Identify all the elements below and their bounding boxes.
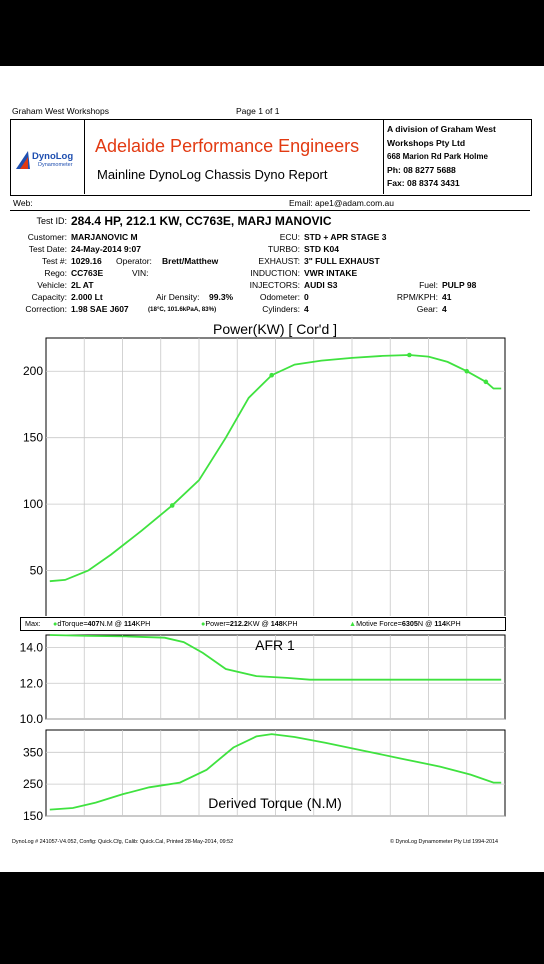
dynolog-logo <box>16 149 80 176</box>
y-tick-label: 350 <box>23 745 43 759</box>
vehicle-label: Vehicle: <box>37 280 67 290</box>
series-point <box>269 372 274 378</box>
exhaust-value: 3" FULL EXHAUST <box>304 256 380 266</box>
y-tick-label: 250 <box>23 777 43 791</box>
report-subtitle: Mainline DynoLog Chassis Dyno Report <box>97 167 328 182</box>
page-number: Page 1 of 1 <box>236 106 280 116</box>
induction-label: INDUCTION: <box>250 268 300 278</box>
series-line <box>49 733 502 811</box>
y-tick-label: 150 <box>23 809 43 823</box>
series-point <box>483 379 489 385</box>
rego-label: Rego: <box>44 268 67 278</box>
y-tick-label: 10.0 <box>20 712 44 726</box>
y-tick-label: 12.0 <box>20 676 44 690</box>
footer-left: DynoLog # 241057-V4.052, Config: Quick.C… <box>12 839 234 845</box>
shop-title: Adelaide Performance Engineers <box>95 136 360 156</box>
max-item-power: ●Power=212.2KW @ 148KPH <box>201 619 298 628</box>
series-line <box>49 634 502 681</box>
correction-value: 1.98 SAE J607 <box>71 304 129 314</box>
y-tick-label: 100 <box>23 497 43 511</box>
series-point <box>464 368 470 374</box>
series-point <box>169 503 175 508</box>
vin-label: VIN: <box>132 268 149 278</box>
injectors-value: AUDI S3 <box>304 280 338 290</box>
logo-text: DynoLog <box>32 151 74 162</box>
rpmkph-value: 41 <box>442 292 452 302</box>
odometer-value: 0 <box>304 292 309 302</box>
vehicle-value: 2L AT <box>71 280 94 290</box>
customer-value: MARJANOVIC M <box>71 232 138 242</box>
capacity-label: Capacity: <box>31 292 67 302</box>
division-block: A division of Graham West Workshops Pty … <box>387 124 496 188</box>
report-sheet: Graham West Workshops Page 1 of 1 DynoLo… <box>0 66 544 872</box>
correction-note: (18°C, 101.6kPaA, 83%) <box>148 306 217 313</box>
power-marker-icon: ● <box>201 619 206 628</box>
rego-value: CC763E <box>71 268 104 278</box>
ecu-label: ECU: <box>279 232 300 242</box>
max-bar: Max: ●dTorque=407N.M @ 114KPH ●Power=212… <box>20 617 506 631</box>
gear-label: Gear: <box>416 304 438 314</box>
ecu-value: STD + APR STAGE 3 <box>304 232 387 242</box>
series-line <box>49 354 502 583</box>
y-tick-label: 14.0 <box>20 641 44 655</box>
max-item-torque: ●dTorque=407N.M @ 114KPH <box>53 619 151 628</box>
y-tick-label: 200 <box>23 364 43 378</box>
dynolog-logo-icon <box>16 151 30 169</box>
email-text: Email: ape1@adam.com.au <box>289 198 395 208</box>
chart-title: Derived Torque (N.M) <box>208 795 342 811</box>
header-box <box>10 119 532 196</box>
customer-label: Customer: <box>27 232 67 242</box>
power-chart: 050100150200Power(KW) [ Cor'd ]552240753… <box>23 321 506 616</box>
logo-subtext: Dynamometer <box>38 162 73 168</box>
company-name: Graham West Workshops <box>12 106 109 116</box>
y-tick-label: 150 <box>23 431 43 445</box>
fuel-label: Fuel: <box>419 280 438 290</box>
turbo-value: STD K04 <box>304 244 339 254</box>
series-point <box>407 352 412 358</box>
torque-marker-icon: ● <box>53 619 58 628</box>
chart-title: Power(KW) [ Cor'd ] <box>213 321 337 337</box>
afr-chart: 10.0 12.0 14.0 AFR 1 <box>20 634 506 726</box>
induction-value: VWR INTAKE <box>304 268 358 278</box>
chart-title: AFR 1 <box>255 637 295 653</box>
correction-label: Correction: <box>25 304 67 314</box>
odometer-label: Odometer: <box>259 292 300 302</box>
testno-label: Test #: <box>41 256 67 266</box>
cylinders-value: 4 <box>304 304 309 314</box>
capacity-value: 2.000 Lt <box>71 292 103 302</box>
injectors-label: INJECTORS: <box>249 280 300 290</box>
airdensity-value: 99.3% <box>209 292 234 302</box>
max-item-motive-force: ▲Motive Force=6305N @ 114KPH <box>349 619 461 628</box>
force-marker-icon: ▲ <box>349 619 357 628</box>
web-label: Web: <box>13 198 33 208</box>
turbo-label: TURBO: <box>267 244 300 254</box>
testno-value: 1029.16 <box>71 256 102 266</box>
operator-label: Operator: <box>116 256 152 266</box>
torque-chart: 150 250 350 Derived Torque (N.M) <box>23 729 506 823</box>
date-label: Test Date: <box>28 244 67 254</box>
rpmkph-label: RPM/KPH: <box>396 292 438 302</box>
test-id-value: 284.4 HP, 212.1 KW, CC763E, MARJ MANOVIC <box>71 214 332 228</box>
y-tick-label: 50 <box>30 564 44 578</box>
test-id-label: Test ID: <box>36 216 67 226</box>
cylinders-label: Cylinders: <box>262 304 300 314</box>
footer-right: © DynoLog Dynamometer Pty Ltd 1994-2014 <box>390 839 498 845</box>
airdensity-label: Air Density: <box>156 292 200 302</box>
exhaust-label: EXHAUST: <box>258 256 300 266</box>
max-label: Max: <box>25 619 41 628</box>
operator-value: Brett/Matthew <box>162 256 219 266</box>
date-value: 24-May-2014 9:07 <box>71 244 141 254</box>
gear-value: 4 <box>442 304 447 314</box>
fuel-value: PULP 98 <box>442 280 477 290</box>
